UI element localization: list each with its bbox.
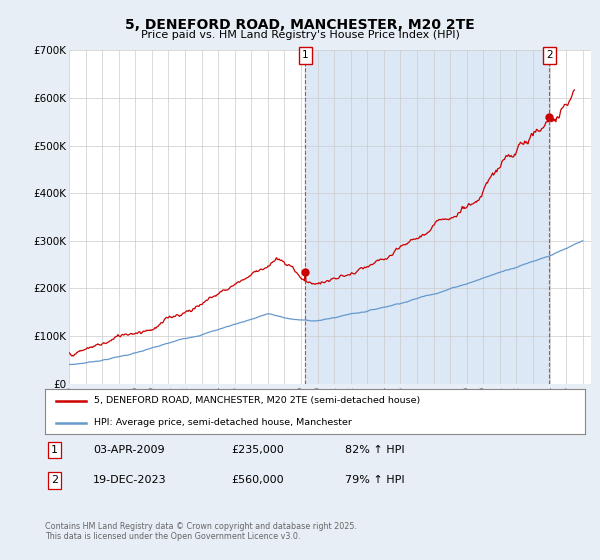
Text: 5, DENEFORD ROAD, MANCHESTER, M20 2TE: 5, DENEFORD ROAD, MANCHESTER, M20 2TE [125, 18, 475, 32]
Text: £560,000: £560,000 [231, 475, 284, 486]
Text: 03-APR-2009: 03-APR-2009 [93, 445, 164, 455]
Text: £235,000: £235,000 [231, 445, 284, 455]
Text: 79% ↑ HPI: 79% ↑ HPI [345, 475, 404, 486]
Text: 1: 1 [302, 50, 308, 60]
Text: 19-DEC-2023: 19-DEC-2023 [93, 475, 167, 486]
Text: Price paid vs. HM Land Registry's House Price Index (HPI): Price paid vs. HM Land Registry's House … [140, 30, 460, 40]
Text: 1: 1 [51, 445, 58, 455]
Text: 82% ↑ HPI: 82% ↑ HPI [345, 445, 404, 455]
Bar [305, 50, 549, 384]
Text: HPI: Average price, semi-detached house, Manchester: HPI: Average price, semi-detached house,… [94, 418, 352, 427]
Text: 2: 2 [51, 475, 58, 486]
Text: 2: 2 [546, 50, 553, 60]
Text: Contains HM Land Registry data © Crown copyright and database right 2025.
This d: Contains HM Land Registry data © Crown c… [45, 522, 357, 542]
Text: 5, DENEFORD ROAD, MANCHESTER, M20 2TE (semi-detached house): 5, DENEFORD ROAD, MANCHESTER, M20 2TE (s… [94, 396, 420, 405]
